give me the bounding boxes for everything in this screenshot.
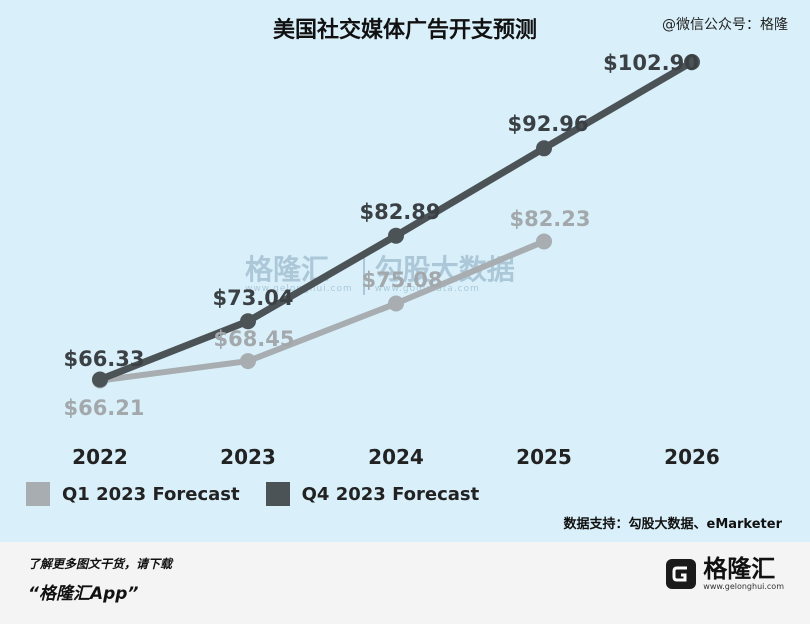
legend-label-q1: Q1 2023 Forecast	[62, 483, 240, 505]
data-label-q1-2023: $68.45	[213, 327, 294, 351]
data-point-q1-2023	[240, 353, 256, 370]
chart-title: 美国社交媒体广告开支预测	[272, 18, 537, 43]
brand-url: www.gelonghui.com	[703, 582, 784, 591]
legend: Q1 2023 Forecast Q4 2023 Forecast	[26, 480, 489, 508]
data-label-q4-2026: $102.90	[603, 51, 699, 75]
brand-text: 格隆汇 www.gelonghui.com	[703, 556, 784, 591]
legend-item-q1: Q1 2023 Forecast	[26, 482, 240, 506]
x-tick-label-2022: 2022	[72, 445, 128, 469]
x-tick-label-2026: 2026	[664, 445, 720, 469]
x-tick-label-2023: 2023	[220, 445, 276, 469]
download-prompt: 了解更多图文干货，请下载	[28, 557, 173, 571]
data-point-q4-2026	[684, 54, 700, 70]
data-point-q1-2024	[388, 295, 404, 312]
legend-swatch-q4	[265, 482, 290, 506]
data-label-q1-2024: $75.08	[361, 268, 442, 292]
line-chart: 2022 2023 2024 2025 2026 $66.21 $68.45 $75.08 $8…	[63, 51, 720, 469]
legend-swatch-q1	[26, 482, 50, 506]
data-label-q4-2023: $73.04	[212, 286, 293, 310]
x-tick-label-2025: 2025	[516, 445, 572, 469]
brand-logo: 格隆汇 www.gelonghui.com	[665, 556, 784, 591]
data-label-q4-2024: $82.89	[359, 200, 440, 224]
data-label-q1-2025: $82.23	[509, 207, 590, 231]
brand-g-icon	[666, 558, 697, 589]
data-point-q4-2022	[92, 371, 108, 388]
chart-panel	[0, 0, 810, 542]
legend-item-q4: Q4 2023 Forecast	[265, 482, 480, 506]
data-point-q4-2025	[536, 140, 552, 157]
x-tick-label-2024: 2024	[368, 445, 424, 469]
legend-label-q4: Q4 2023 Forecast	[301, 483, 480, 505]
watermark-right-name: 勾股大数据	[374, 253, 515, 286]
data-point-q4-2024	[388, 227, 404, 244]
app-name: “格隆汇App”	[28, 584, 139, 604]
data-source: 数据支持：勾股大数据、eMarketer	[563, 517, 783, 532]
data-label-q1-2022: $66.21	[63, 396, 144, 420]
series-line-q1	[97, 238, 547, 384]
watermark-separator	[362, 255, 365, 295]
data-point-q4-2023	[240, 313, 256, 330]
data-point-q1-2025	[536, 233, 552, 250]
data-label-q4-2022: $66.33	[63, 347, 144, 371]
wechat-credit: @微信公众号：格隆	[662, 17, 788, 33]
data-label-q4-2025: $92.96	[507, 112, 588, 136]
brand-name: 格隆汇	[703, 555, 776, 583]
